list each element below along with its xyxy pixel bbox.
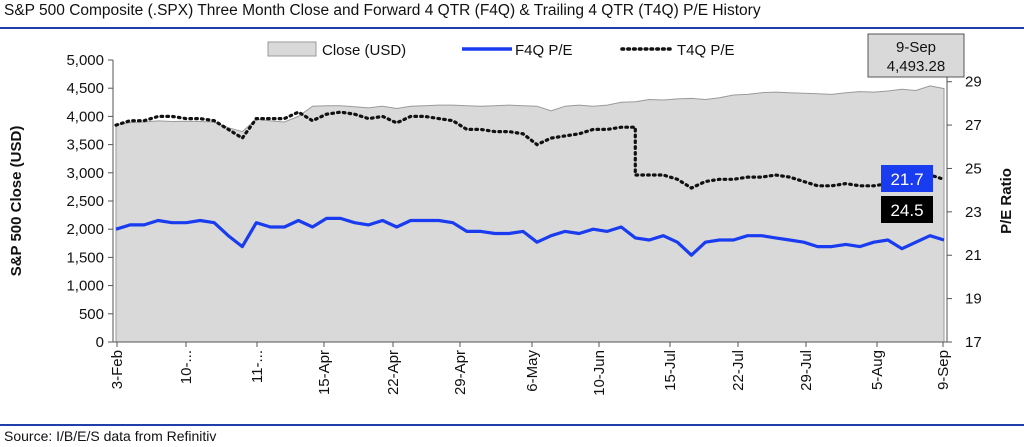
f4q-last-label-box bbox=[881, 165, 933, 192]
x-tick-label: 5-Aug bbox=[869, 350, 886, 390]
left-tick-label: 500 bbox=[79, 306, 104, 323]
right-tick-label: 29 bbox=[965, 74, 982, 91]
legend-t4q-label: T4Q P/E bbox=[677, 42, 735, 59]
right-tick-label: 27 bbox=[965, 117, 982, 134]
left-tick-label: 5,000 bbox=[66, 52, 104, 69]
close-area bbox=[115, 85, 945, 343]
source-rule bbox=[0, 424, 1024, 426]
f4q-pe-line bbox=[115, 216, 945, 257]
close-callout-value: 4,493.28 bbox=[887, 58, 945, 75]
close-callout-box bbox=[867, 33, 965, 78]
right-tick-label: 25 bbox=[965, 160, 982, 177]
chart-title: S&P 500 Composite (.SPX) Three Month Clo… bbox=[4, 2, 761, 19]
x-tick-label: 10-... bbox=[178, 350, 195, 384]
legend-f4q-label: F4Q P/E bbox=[515, 42, 573, 59]
t4q-last-label: 24.5 bbox=[890, 201, 923, 220]
left-tick-label: 4,500 bbox=[66, 80, 104, 97]
x-tick-label: 6-May bbox=[524, 350, 541, 392]
legend-close-swatch bbox=[267, 41, 317, 57]
left-tick-label: 3,000 bbox=[66, 165, 104, 182]
left-tick-label: 0 bbox=[96, 334, 104, 351]
x-tick-label: 29-Apr bbox=[452, 350, 469, 395]
right-tick-label: 21 bbox=[965, 247, 982, 264]
x-tick-label: 9-Sep bbox=[935, 350, 952, 390]
x-tick-label: 29-Jul bbox=[798, 350, 815, 391]
x-tick-label: 10-Jun bbox=[591, 350, 608, 396]
legend-close-label: Close (USD) bbox=[322, 42, 406, 59]
left-tick-label: 1,000 bbox=[66, 278, 104, 295]
t4q-pe-line bbox=[114, 110, 946, 190]
x-tick-label: 22-Apr bbox=[385, 350, 402, 395]
t4q-last-label-box bbox=[881, 196, 933, 223]
f4q-last-label: 21.7 bbox=[890, 170, 923, 189]
x-tick-label: 15-Apr bbox=[316, 350, 333, 395]
x-tick-label: 11-... bbox=[249, 350, 266, 383]
x-tick-label: 3-Feb bbox=[109, 350, 126, 389]
left-tick-label: 2,000 bbox=[66, 221, 104, 238]
x-tick-label: 15-Jul bbox=[662, 350, 679, 391]
left-tick-label: 4,000 bbox=[66, 108, 104, 125]
left-tick-label: 2,500 bbox=[66, 193, 104, 210]
y-left-axis-title: S&P 500 Close (USD) bbox=[8, 126, 25, 277]
left-tick-label: 1,500 bbox=[66, 249, 104, 266]
source-note: Source: I/B/E/S data from Refinitiv bbox=[4, 428, 217, 444]
x-tick-label: 22-Jul bbox=[730, 350, 747, 391]
right-tick-label: 17 bbox=[965, 334, 982, 351]
close-callout-date: 9-Sep bbox=[896, 39, 936, 56]
y-right-axis-title: P/E Ratio bbox=[998, 168, 1015, 234]
right-tick-label: 19 bbox=[965, 291, 982, 308]
right-tick-label: 23 bbox=[965, 204, 982, 221]
left-tick-label: 3,500 bbox=[66, 137, 104, 154]
title-rule bbox=[0, 27, 1024, 29]
